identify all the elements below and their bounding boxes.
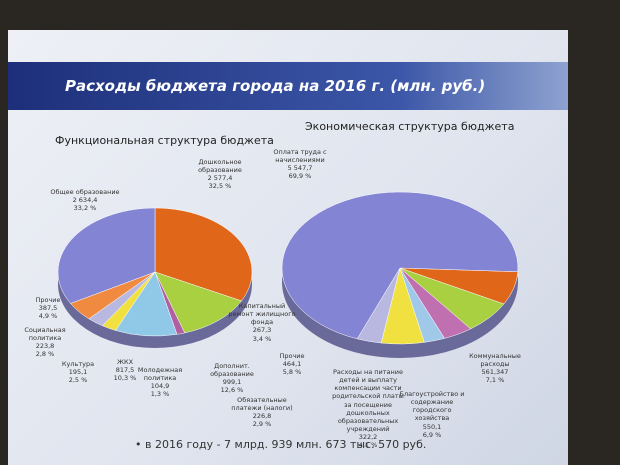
- label-value: 2 634,4: [72, 196, 98, 205]
- label-value: 550,1: [422, 422, 442, 431]
- slice-label: Благоустройство и содержание городского …: [396, 390, 468, 439]
- title-bar: [8, 62, 568, 110]
- slice-label: Коммунальные расходы 561,347 7,1 %: [459, 352, 531, 385]
- slice-label: Молодежная политика 104,9 1,3 %: [124, 366, 196, 399]
- slice-label: ЖКХ 817,5 10,3 %: [89, 358, 161, 382]
- label-value: 6,9 %: [422, 430, 442, 439]
- label-value: 2,5 %: [68, 376, 88, 385]
- slice-label: Дополнит. образование 999,1 12,6 %: [196, 362, 268, 395]
- label-name: Культура: [61, 360, 95, 368]
- label-name: Обязательные платежи (налоги): [231, 396, 293, 413]
- label-name: Благоустройство и содержание городского …: [399, 390, 465, 423]
- label-name: Прочие: [279, 352, 305, 360]
- label-value: 104,9: [150, 382, 170, 391]
- slice-label: Капитальный ремонт жилищного фонда 267,3 3…: [226, 302, 298, 343]
- label-name: Оплата труда с начислениями: [273, 148, 327, 165]
- slide-title: Расходы бюджета города на 2016 г. (млн. …: [65, 77, 486, 95]
- label-value: 267,3: [252, 326, 272, 335]
- label-name: ЖКХ: [116, 358, 134, 366]
- label-value: 322,2: [358, 433, 378, 441]
- label-name: Общее образование: [50, 188, 120, 196]
- label-name: Капитальный ремонт жилищного фонда: [228, 302, 296, 327]
- label-name: Социальная политика: [24, 326, 66, 343]
- slice-label: Прочие 387,5 4,9 %: [12, 296, 84, 320]
- label-value: 3,4 %: [252, 334, 272, 343]
- label-name: Дошкольное образование: [198, 158, 242, 175]
- label-value: 69,9 %: [288, 172, 312, 181]
- label-value: 2,8 %: [35, 350, 55, 359]
- label-value: 223,8: [35, 342, 55, 351]
- chart-title: Функциональная структура бюджета: [55, 134, 274, 147]
- label-name: Прочие: [35, 296, 61, 304]
- label-value: 561,347: [481, 368, 509, 377]
- label-name: Дополнит. образование: [210, 362, 254, 379]
- slice-label: Культура 195,1 2,5 %: [42, 360, 114, 384]
- label-value: 1,3 %: [150, 390, 170, 399]
- slice-label: Социальная политика 223,8 2,8 %: [9, 326, 81, 359]
- label-value: 12,6 %: [220, 386, 244, 395]
- label-value: 195,1: [68, 368, 88, 377]
- label-value: 7,1 %: [485, 376, 505, 385]
- label-name: Молодежная политика: [137, 366, 183, 383]
- label-name: Расходы на питание детей и выплату компе…: [332, 368, 404, 433]
- slice-label: Оплата труда с начислениями 5 547,7 69,9 %: [264, 148, 336, 181]
- slice-label: Общее образование 2 634,4 33,2 %: [49, 188, 121, 212]
- label-name: Коммунальные расходы: [469, 352, 521, 369]
- pie-slice: [57, 207, 156, 304]
- label-value: 10,3 %: [113, 374, 137, 383]
- label-value: 2,9 %: [252, 420, 272, 429]
- chart-title: Экономическая структура бюджета: [305, 120, 515, 133]
- label-value: 387,5: [38, 304, 58, 313]
- label-value: 32,5 %: [208, 182, 232, 191]
- label-value: 464,1: [282, 360, 302, 369]
- label-value: 999,1: [222, 378, 242, 387]
- label-value: 5,8 %: [282, 368, 302, 377]
- slice-label: Расходы на питание детей и выплату компе…: [332, 368, 404, 449]
- label-value: 817,5: [115, 366, 135, 375]
- label-value: 2 577,4: [207, 174, 233, 183]
- pie-slice: [154, 207, 253, 302]
- pie-slice: [154, 271, 242, 334]
- slice-label: Обязательные платежи (налоги) 226,8 2,9 %: [226, 396, 298, 429]
- label-value: 226,8: [252, 412, 272, 421]
- pie-slice: [281, 191, 519, 340]
- label-value: 4,1 %: [358, 441, 378, 450]
- footnote: • в 2016 году - 7 млрд. 939 млн. 673 тыс…: [135, 438, 427, 451]
- label-value: 4,9 %: [38, 312, 58, 321]
- label-value: 33,2 %: [73, 204, 97, 213]
- label-value: 5 547,7: [287, 164, 313, 173]
- slice-label: Дошкольное образование 2 577,4 32,5 %: [184, 158, 256, 191]
- slice-label: Прочие 464,1 5,8 %: [256, 352, 328, 376]
